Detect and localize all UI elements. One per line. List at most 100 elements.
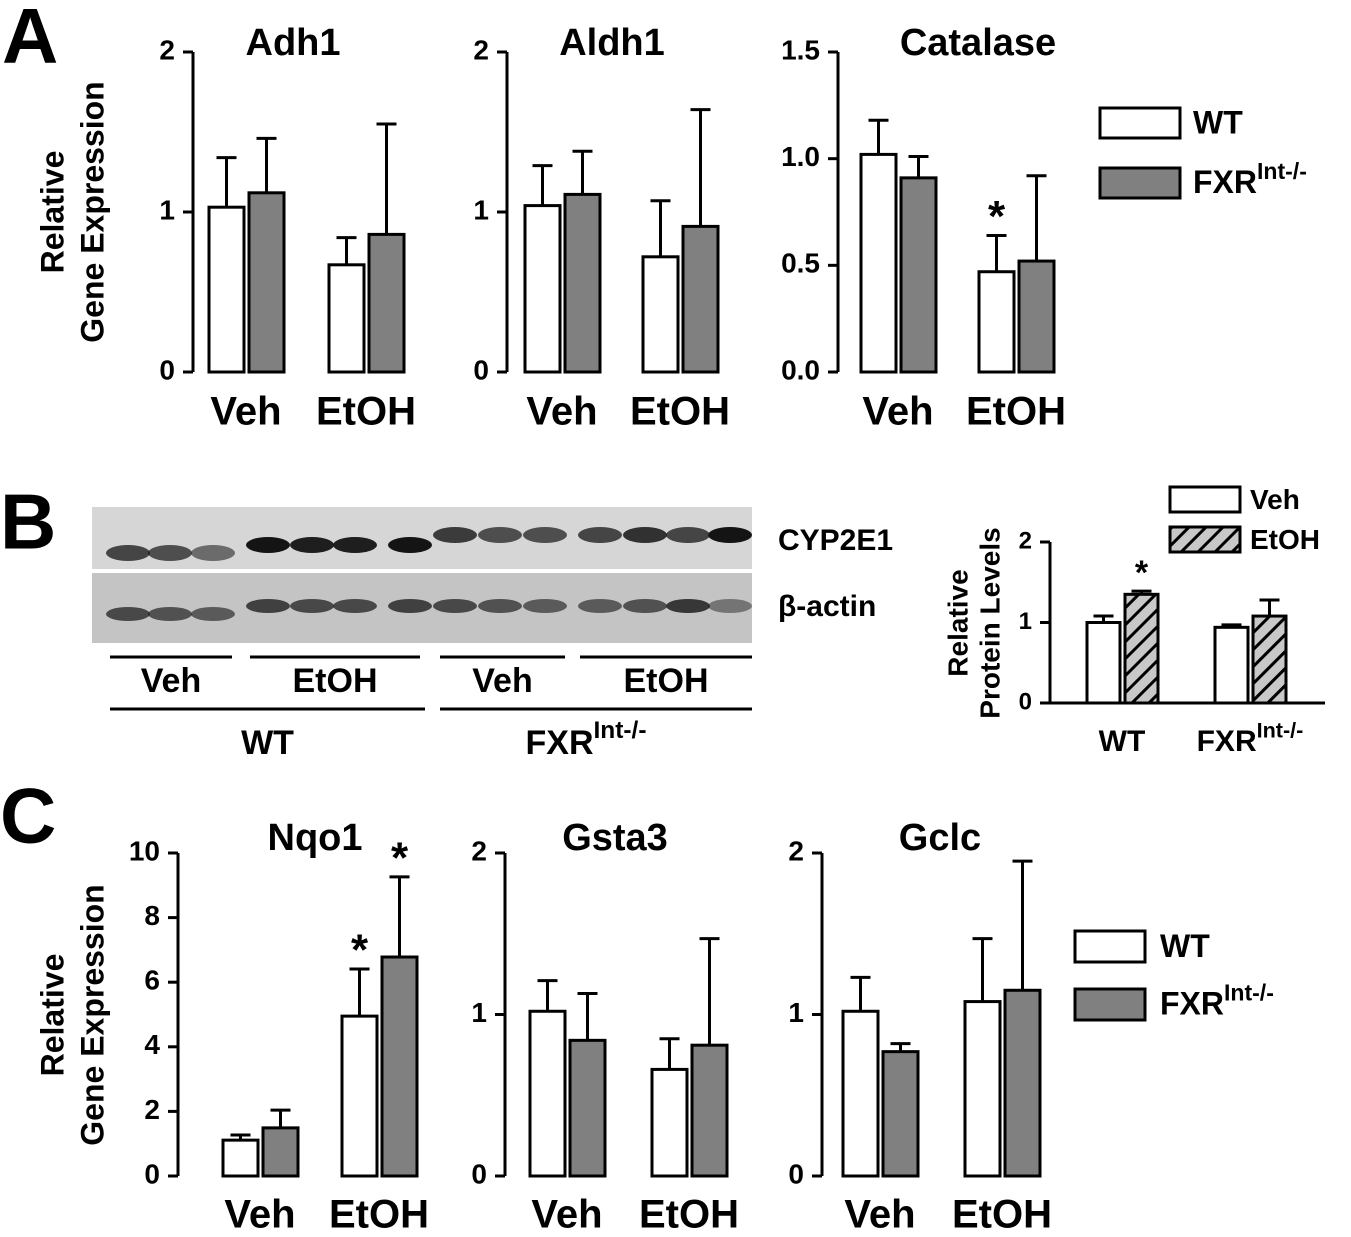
y-tick-label: 1 — [473, 194, 489, 225]
y-tick-label: 2 — [473, 34, 489, 65]
legend-label: WT — [1193, 104, 1243, 140]
significance-mark: * — [1135, 554, 1149, 592]
blot-band — [106, 545, 150, 561]
x-tick-label: FXRInt-/- — [1197, 717, 1304, 758]
error-bar — [850, 975, 871, 1012]
significance-mark: * — [988, 192, 1006, 241]
error-bar — [532, 164, 553, 206]
legend-swatch — [1168, 485, 1242, 514]
error-bar — [572, 149, 593, 195]
bar — [681, 224, 720, 374]
blot-band — [191, 607, 235, 621]
y-axis-label: Gene Expression — [74, 81, 110, 342]
bar — [563, 192, 602, 374]
y-tick-label: 1 — [471, 997, 487, 1028]
legend-label-sup: Int-/- — [1224, 979, 1274, 1005]
error-bar — [537, 979, 558, 1012]
panel-label: C — [0, 772, 56, 860]
y-tick-label: 10 — [129, 835, 160, 866]
blot-band — [433, 527, 477, 543]
significance-mark: * — [391, 834, 409, 883]
error-bar — [908, 155, 929, 178]
blot-band — [246, 537, 290, 553]
y-tick-label: 1 — [788, 997, 804, 1028]
bar — [327, 263, 366, 374]
blot-band — [246, 599, 290, 613]
legend-label-main: FXR — [1193, 164, 1257, 200]
error-bar — [376, 122, 397, 235]
chart-title: Gclc — [899, 817, 981, 859]
blot-band — [106, 607, 150, 621]
blot-band — [388, 537, 432, 553]
blot-band — [148, 607, 192, 621]
y-tick-label: 0.5 — [781, 248, 820, 279]
y-tick-label: 6 — [144, 965, 160, 996]
error-bar — [699, 937, 720, 1046]
bar — [690, 1043, 729, 1178]
error-bar — [389, 875, 410, 958]
blot-band — [333, 599, 377, 613]
bar — [641, 255, 680, 374]
y-tick-label: 4 — [144, 1029, 160, 1060]
error-bar — [650, 199, 671, 257]
legend-swatch — [1098, 106, 1182, 140]
bar — [859, 152, 898, 374]
y-tick-label: 8 — [144, 900, 160, 931]
y-tick-label: 1.5 — [781, 34, 820, 65]
error-bar — [659, 1037, 680, 1070]
bar — [1251, 614, 1288, 705]
blot-band — [333, 537, 377, 553]
x-tick-label: EtOH — [630, 390, 730, 434]
bar — [528, 1009, 567, 1178]
bar — [261, 1126, 300, 1178]
x-tick-label: Veh — [862, 390, 933, 434]
y-tick-label: 0 — [788, 1158, 804, 1189]
bar — [1085, 621, 1122, 705]
legend-label-main: FXR — [1160, 986, 1224, 1022]
blot-band — [148, 545, 192, 561]
blot-band — [478, 599, 522, 613]
error-bar — [256, 136, 277, 193]
blot-band — [708, 527, 752, 543]
bar — [881, 1050, 920, 1178]
bar — [207, 205, 246, 374]
blot-band — [623, 599, 667, 613]
genotype-label: WT — [241, 724, 294, 762]
blot-band — [388, 599, 432, 613]
bar — [1017, 259, 1056, 374]
error-bar — [577, 992, 598, 1041]
legend-label: FXRInt-/- — [1160, 979, 1274, 1022]
y-axis-label: Protein Levels — [974, 527, 1005, 718]
x-tick-label-sup: Int-/- — [1257, 717, 1304, 742]
legend-label: EtOH — [1250, 524, 1320, 555]
group-label: EtOH — [624, 662, 709, 700]
y-axis-label: Relative — [942, 569, 973, 676]
genotype-label-main: FXR — [526, 724, 594, 762]
group-label: Veh — [141, 662, 201, 700]
x-tick-label: Veh — [526, 390, 597, 434]
error-bar — [270, 1108, 291, 1128]
bar — [340, 1014, 379, 1178]
legend-swatch — [1073, 929, 1147, 964]
blot-band — [523, 599, 567, 613]
bar — [221, 1138, 260, 1178]
y-tick-label: 0 — [473, 354, 489, 385]
bar — [841, 1009, 880, 1178]
error-bar — [972, 937, 993, 1002]
error-bar — [1026, 174, 1047, 262]
x-tick-label: EtOH — [316, 390, 416, 434]
blot-band — [523, 527, 567, 543]
blot-band-label: β-actin — [778, 590, 876, 623]
blot-band — [433, 599, 477, 613]
error-bar — [336, 236, 357, 265]
bar — [1003, 988, 1042, 1178]
error-bar — [1012, 859, 1033, 991]
x-tick-label: Veh — [531, 1193, 602, 1237]
legend-label-sup: Int-/- — [1257, 158, 1307, 184]
group-label: Veh — [472, 662, 532, 700]
chart-title: Aldh1 — [559, 22, 665, 64]
legend-swatch — [1073, 987, 1147, 1022]
blot-band — [666, 599, 710, 613]
y-tick-label: 0 — [159, 354, 175, 385]
y-axis-label: Relative — [34, 954, 70, 1077]
